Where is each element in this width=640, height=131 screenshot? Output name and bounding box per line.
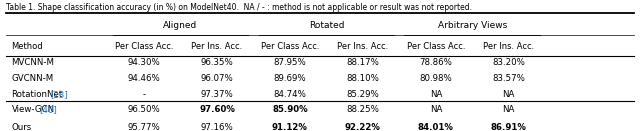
Text: Method: Method	[12, 42, 43, 51]
Text: Per Ins. Acc.: Per Ins. Acc.	[191, 42, 243, 51]
Text: 92.22%: 92.22%	[345, 123, 381, 131]
Text: 85.29%: 85.29%	[346, 90, 380, 99]
Text: 96.07%: 96.07%	[200, 74, 234, 83]
Text: 83.57%: 83.57%	[492, 74, 525, 83]
Text: Per Ins. Acc.: Per Ins. Acc.	[337, 42, 388, 51]
Text: [40]: [40]	[40, 105, 58, 114]
Text: Per Class Acc.: Per Class Acc.	[115, 42, 173, 51]
Text: Per Ins. Acc.: Per Ins. Acc.	[483, 42, 534, 51]
Text: 88.25%: 88.25%	[346, 105, 380, 114]
Text: 91.12%: 91.12%	[272, 123, 308, 131]
Text: 86.91%: 86.91%	[491, 123, 527, 131]
Text: 94.30%: 94.30%	[127, 58, 161, 67]
Text: NA: NA	[502, 105, 515, 114]
Text: Aligned: Aligned	[163, 21, 198, 30]
Text: Per Class Acc.: Per Class Acc.	[260, 42, 319, 51]
Text: GVCNN-M: GVCNN-M	[12, 74, 54, 83]
Text: View-GCN: View-GCN	[12, 105, 54, 114]
Text: 97.37%: 97.37%	[200, 90, 234, 99]
Text: 97.16%: 97.16%	[200, 123, 234, 131]
Text: 95.77%: 95.77%	[127, 123, 161, 131]
Text: 96.35%: 96.35%	[200, 58, 234, 67]
Text: Ours: Ours	[12, 123, 32, 131]
Text: 88.10%: 88.10%	[346, 74, 380, 83]
Text: RotationNet: RotationNet	[12, 90, 63, 99]
Text: 78.86%: 78.86%	[419, 58, 452, 67]
Text: 94.46%: 94.46%	[127, 74, 161, 83]
Text: 84.74%: 84.74%	[273, 90, 307, 99]
Text: 85.90%: 85.90%	[272, 105, 308, 114]
Text: 84.01%: 84.01%	[418, 123, 454, 131]
Text: 88.17%: 88.17%	[346, 58, 380, 67]
Text: 87.95%: 87.95%	[273, 58, 307, 67]
Text: MVCNN-M: MVCNN-M	[12, 58, 54, 67]
Text: 80.98%: 80.98%	[419, 74, 452, 83]
Text: NA: NA	[502, 90, 515, 99]
Text: Table 1. Shape classification accuracy (in %) on ModelNet40.  NA / - : method is: Table 1. Shape classification accuracy (…	[6, 3, 472, 12]
Text: 97.60%: 97.60%	[199, 105, 235, 114]
Text: 96.50%: 96.50%	[127, 105, 161, 114]
Text: Arbitrary Views: Arbitrary Views	[438, 21, 507, 30]
Text: NA: NA	[429, 90, 442, 99]
Text: [23]: [23]	[50, 90, 68, 99]
Text: Rotated: Rotated	[308, 21, 344, 30]
Text: Per Class Acc.: Per Class Acc.	[406, 42, 465, 51]
Text: NA: NA	[429, 105, 442, 114]
Text: 83.20%: 83.20%	[492, 58, 525, 67]
Text: -: -	[143, 90, 145, 99]
Text: 89.69%: 89.69%	[274, 74, 306, 83]
